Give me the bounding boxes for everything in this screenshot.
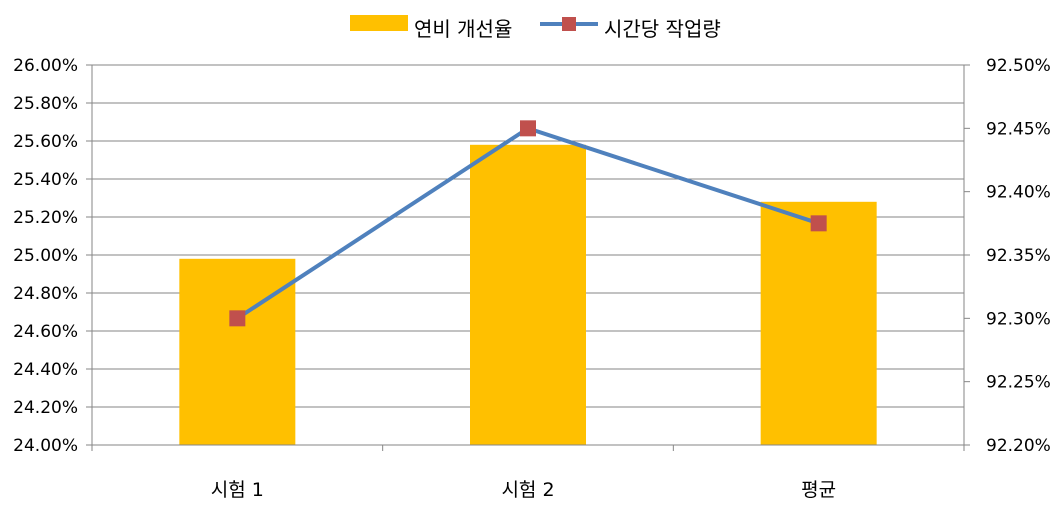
category-label: 평균 (801, 479, 836, 501)
left-tick-label: 24.80% (13, 284, 78, 304)
line-series (229, 120, 827, 327)
left-tick-label: 25.60% (13, 132, 78, 152)
left-tick-label: 24.00% (13, 436, 78, 456)
line-marker (810, 215, 827, 232)
category-labels: 시험 1 시험 2 평균 (211, 479, 836, 501)
right-axis-ticks: 92.20% 92.25% 92.30% 92.35% 92.40% 92.45% 92.5… (964, 56, 1051, 456)
right-tick-label: 92.40% (986, 183, 1051, 203)
right-tick-label: 92.35% (986, 246, 1051, 266)
left-tick-label: 24.60% (13, 322, 78, 342)
category-label: 시험 2 (501, 479, 554, 501)
line-marker (229, 310, 246, 327)
bar (179, 258, 296, 445)
right-tick-label: 92.20% (986, 436, 1051, 456)
right-tick-label: 92.50% (986, 56, 1051, 76)
bar (470, 144, 586, 446)
right-tick-label: 92.25% (986, 373, 1051, 393)
left-axis-ticks: 24.00% 24.20% 24.40% 24.60% 24.80% 25.00% 25.2… (13, 56, 92, 456)
category-label: 시험 1 (211, 479, 264, 501)
right-tick-label: 92.45% (986, 119, 1051, 139)
left-tick-label: 25.80% (13, 94, 78, 114)
legend-label-bar: 연비 개선율 (414, 17, 512, 41)
left-tick-label: 24.40% (13, 360, 78, 380)
legend-swatch-marker (562, 17, 576, 31)
legend: 연비 개선율 시간당 작업량 (350, 15, 721, 41)
legend-swatch-bar (350, 15, 408, 31)
left-tick-label: 24.20% (13, 398, 78, 418)
legend-label-line: 시간당 작업량 (604, 17, 721, 41)
line-marker (520, 120, 536, 137)
left-tick-label: 25.20% (13, 208, 78, 228)
bar (760, 201, 877, 445)
bars (179, 144, 877, 446)
left-tick-label: 25.40% (13, 170, 78, 190)
left-tick-label: 26.00% (13, 56, 78, 76)
left-tick-label: 25.00% (13, 246, 78, 266)
right-tick-label: 92.30% (986, 309, 1051, 329)
